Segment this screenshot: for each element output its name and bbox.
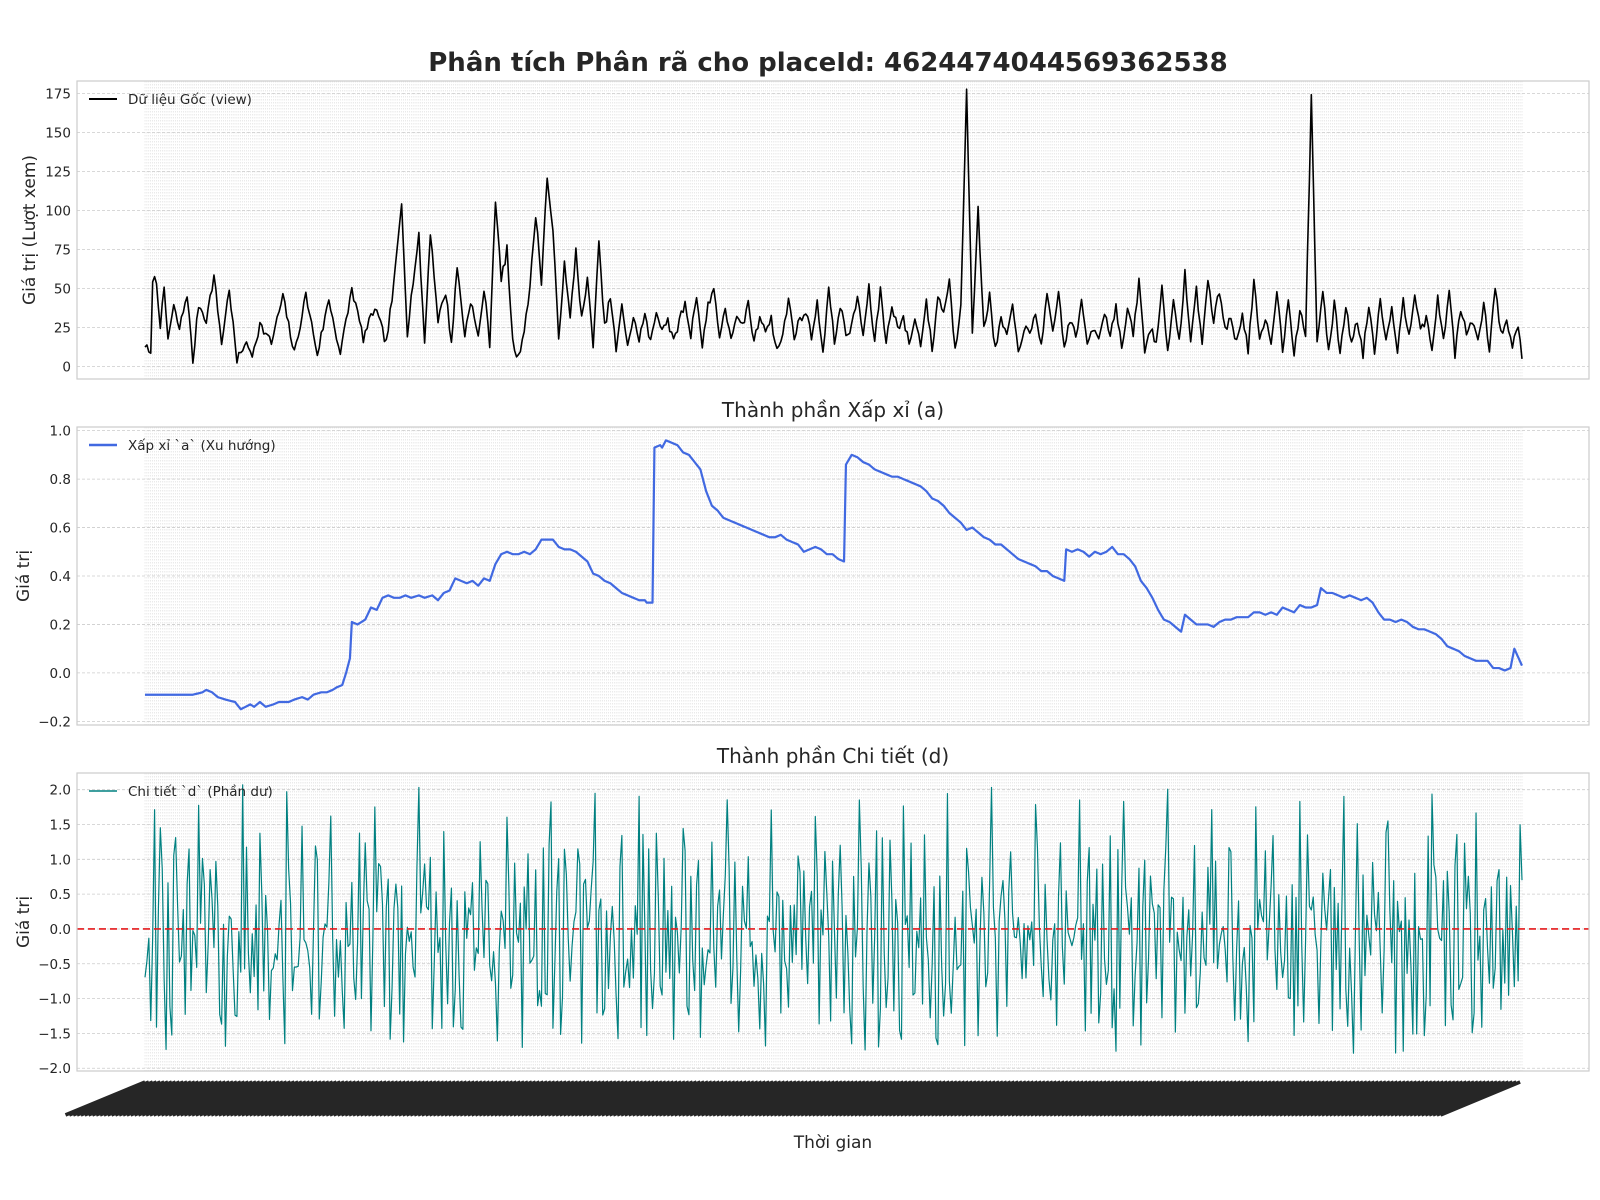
legend-approximation: Xấp xỉ `a` (Xu hướng) bbox=[89, 438, 276, 454]
axes-frame-detail bbox=[77, 773, 1589, 1071]
y-tick-label: 1.5 bbox=[50, 818, 71, 834]
panel-original: 0 25 50 75 100 125 150 175 Giá trị (Lượt xem) D… bbox=[20, 80, 1590, 380]
grid-approximation bbox=[77, 427, 1589, 725]
y-tick-label: 0.8 bbox=[50, 472, 71, 488]
y-tick-label: −1.5 bbox=[38, 1026, 71, 1042]
x-axis-label: Thời gian bbox=[793, 1133, 872, 1153]
axes-spine-approximation bbox=[76, 426, 1590, 726]
y-tick-label: 0.6 bbox=[50, 521, 71, 537]
y-tick-label: 0.0 bbox=[50, 666, 71, 682]
series-line bbox=[144, 88, 1523, 364]
figure-title: Phân tích Phân rã cho placeId: 462447404… bbox=[428, 48, 1228, 78]
y-tick-label: 125 bbox=[45, 164, 71, 180]
y-tick-label: 0.4 bbox=[50, 569, 71, 585]
y-tick-label: 50 bbox=[54, 282, 71, 298]
series-line bbox=[145, 439, 1524, 711]
series-line bbox=[144, 784, 1523, 1054]
y-axis-label-approximation: Giá trị bbox=[14, 550, 34, 602]
axes-title-detail: Thành phần Chi tiết (d) bbox=[716, 744, 949, 768]
y-tick-label: 150 bbox=[45, 125, 71, 141]
x-tick-label-cluster bbox=[64, 1080, 1521, 1117]
series-approximation bbox=[145, 439, 1524, 711]
legend-detail: Chi tiết `d` (Phần dư) bbox=[89, 783, 273, 800]
y-tick-label: 0.2 bbox=[50, 617, 71, 633]
series-original bbox=[144, 88, 1523, 364]
y-ticks-detail: −2.0 −1.5 −1.0 −0.5 0.0 0.5 1.0 1.5 2.0 bbox=[38, 783, 71, 1078]
y-tick-label: 1.0 bbox=[50, 424, 71, 440]
legend-label-original: Dữ liệu Gốc (view) bbox=[128, 91, 252, 108]
axes-spine-original bbox=[76, 80, 1590, 380]
legend-original: Dữ liệu Gốc (view) bbox=[89, 91, 252, 108]
y-tick-label: −0.5 bbox=[38, 957, 71, 973]
series-detail bbox=[144, 784, 1523, 1054]
panel-detail: Thành phần Chi tiết (d) −2.0 −1.5 −1.0 −0.5… bbox=[14, 744, 1590, 1078]
axes-title-approximation: Thành phần Xấp xỉ (a) bbox=[721, 398, 944, 422]
y-ticks-approximation: −0.2 0.0 0.2 0.4 0.6 0.8 1.0 bbox=[38, 424, 71, 731]
y-tick-label: 25 bbox=[54, 321, 71, 337]
y-tick-label: 75 bbox=[54, 243, 71, 259]
y-tick-label: 0.0 bbox=[50, 922, 71, 938]
y-axis-label-original: Giá trị (Lượt xem) bbox=[20, 155, 40, 305]
y-tick-label: 2.0 bbox=[50, 783, 71, 799]
y-ticks-original: 0 25 50 75 100 125 150 175 bbox=[45, 86, 71, 375]
legend-label-approximation: Xấp xỉ `a` (Xu hướng) bbox=[128, 438, 276, 454]
y-tick-label: 100 bbox=[45, 203, 71, 219]
y-tick-label: 1.0 bbox=[50, 852, 71, 868]
y-tick-label: 0 bbox=[62, 360, 71, 376]
y-tick-label: 175 bbox=[45, 86, 71, 102]
y-tick-label: −0.2 bbox=[38, 714, 71, 730]
legend-label-detail: Chi tiết `d` (Phần dư) bbox=[128, 783, 273, 800]
y-tick-label: −2.0 bbox=[38, 1061, 71, 1077]
panel-approximation: Thành phần Xấp xỉ (a) −0.2 0.0 0.2 0.4 0.6 0.… bbox=[14, 398, 1590, 731]
axes-spine-detail bbox=[76, 772, 1590, 1072]
y-tick-label: 0.5 bbox=[50, 887, 71, 903]
y-tick-label: −1.0 bbox=[38, 992, 71, 1008]
y-axis-label-detail: Giá trị bbox=[14, 896, 34, 948]
x-tick-labels bbox=[64, 1080, 1521, 1117]
